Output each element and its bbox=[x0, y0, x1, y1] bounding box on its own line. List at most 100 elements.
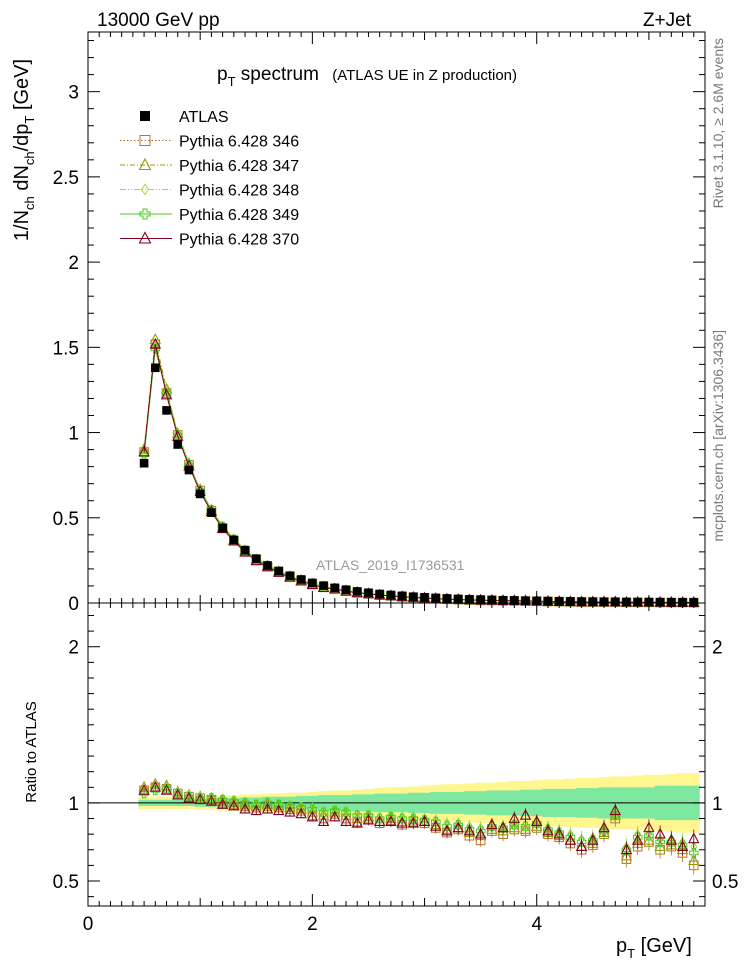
mc-point-ratio-4 bbox=[463, 824, 476, 836]
legend: ATLAS Pythia 6.428 346 Pythia 6.428 347 Pyt… bbox=[120, 109, 299, 249]
mc-point-ratio-4 bbox=[396, 816, 408, 828]
legend-label-5: Pythia 6.428 370 bbox=[179, 232, 299, 249]
legend-label-1: Pythia 6.428 346 bbox=[179, 134, 299, 151]
side-label-bottom: mcplots.cern.ch [arXiv:1306.3436] bbox=[710, 330, 726, 542]
mc-point-main-1 bbox=[149, 333, 162, 344]
mc-point-ratio-3 bbox=[599, 826, 609, 836]
y-tick-label: 1 bbox=[68, 424, 79, 445]
chart-subtitle: (ATLAS UE in Z production) bbox=[332, 67, 517, 84]
mc-point-ratio-3 bbox=[666, 837, 677, 847]
legend-marker-4 bbox=[139, 208, 151, 220]
data-point-main bbox=[195, 489, 205, 499]
mc-point-ratio-3 bbox=[363, 810, 374, 821]
data-point-main bbox=[151, 363, 160, 373]
mc-point-ratio-4 bbox=[373, 815, 386, 827]
mc-point-ratio-4 bbox=[250, 804, 262, 816]
data-point-main bbox=[431, 593, 441, 603]
data-point-main bbox=[173, 440, 183, 449]
ratio-y-tick-label-left: 1 bbox=[68, 794, 79, 815]
mc-point-ratio-3 bbox=[184, 791, 194, 802]
data-point-main bbox=[330, 583, 340, 593]
mc-point-ratio-3 bbox=[576, 837, 587, 847]
x-axis-label-sub: T bbox=[627, 946, 635, 961]
mc-point-ratio-4 bbox=[284, 805, 296, 817]
mc-point-ratio-4 bbox=[317, 815, 330, 827]
mc-point-ratio-4 bbox=[329, 810, 341, 822]
y-axis-label: 1/Nch dNch/dpT [GeV] bbox=[11, 59, 37, 241]
mc-point-ratio-3 bbox=[464, 824, 475, 835]
data-point-main bbox=[296, 575, 306, 584]
mc-point-ratio-4 bbox=[160, 783, 173, 795]
mc-point-ratio-3 bbox=[520, 821, 531, 832]
mc-point-ratio-3 bbox=[195, 793, 205, 804]
mc-point-ratio-4 bbox=[385, 815, 397, 827]
mc-point-ratio-4 bbox=[149, 780, 162, 792]
header-left: 13000 GeV pp bbox=[97, 10, 220, 31]
mc-point-ratio-3 bbox=[161, 784, 172, 794]
mc-point-ratio-4 bbox=[441, 824, 453, 836]
mc-point-ratio-3 bbox=[565, 832, 576, 843]
data-point-main bbox=[285, 571, 295, 581]
mc-point-ratio-3 bbox=[453, 819, 463, 830]
mc-point-ratio-3 bbox=[487, 821, 497, 832]
legend-label-4: Pythia 6.428 349 bbox=[179, 207, 299, 224]
mc-point-ratio-3 bbox=[531, 818, 542, 829]
data-point-main bbox=[139, 458, 149, 468]
legend-marker-2 bbox=[138, 157, 152, 171]
data-point-main bbox=[184, 465, 194, 475]
mc-point-ratio-3 bbox=[632, 832, 643, 843]
side-label-top: Rivet 3.1.10, ≥ 2.6M events bbox=[710, 38, 726, 208]
mc-point-ratio-4 bbox=[272, 804, 285, 816]
data-point-main bbox=[207, 508, 216, 517]
ratio-plot-panel: 0 2 4 0.5 0.5 1 1 2 2 bbox=[53, 602, 738, 935]
y-tick-label: 1.5 bbox=[53, 338, 79, 359]
mc-point-ratio-4 bbox=[194, 793, 206, 805]
legend-label-2: Pythia 6.428 347 bbox=[179, 158, 299, 175]
mc-point-ratio-4 bbox=[620, 843, 633, 855]
mc-point-ratio-4 bbox=[452, 821, 464, 833]
mc-point-ratio-4 bbox=[665, 833, 678, 845]
mc-point-ratio-4 bbox=[306, 810, 319, 822]
mc-point-ratio-1 bbox=[688, 854, 700, 866]
data-point-main bbox=[397, 591, 407, 601]
mc-point-ratio-3 bbox=[688, 848, 699, 858]
mc-point-ratio-3 bbox=[307, 804, 318, 814]
y-tick-label: 0 bbox=[68, 594, 79, 615]
data-point-main bbox=[308, 578, 317, 588]
mc-point-ratio-4 bbox=[486, 818, 498, 830]
data-point-main bbox=[251, 554, 261, 563]
mc-point-ratio-3 bbox=[374, 813, 385, 824]
mc-point-ratio-3 bbox=[397, 813, 407, 824]
mc-point-ratio-3 bbox=[318, 807, 329, 818]
mc-point-ratio-1 bbox=[497, 824, 509, 836]
mc-point-ratio-3 bbox=[442, 821, 452, 832]
data-point-main bbox=[162, 406, 171, 415]
mc-point-ratio-4 bbox=[631, 833, 644, 845]
mc-point-main-4 bbox=[149, 337, 162, 349]
mc-point-ratio-4 bbox=[407, 816, 420, 828]
mc-point-main-3 bbox=[161, 388, 172, 398]
mc-point-ratio-4 bbox=[575, 840, 588, 851]
mc-point-ratio-4 bbox=[340, 815, 352, 827]
chart-title-main: p bbox=[217, 64, 228, 85]
mc-point-ratio-3 bbox=[644, 830, 654, 841]
mc-point-ratio-4 bbox=[138, 783, 150, 795]
data-point-main bbox=[263, 561, 272, 570]
mc-point-ratio-4 bbox=[418, 815, 431, 827]
y-tick-label: 3 bbox=[68, 83, 79, 104]
mc-point-ratio-3 bbox=[229, 796, 239, 807]
mc-point-ratio-3 bbox=[150, 785, 161, 796]
mc-point-ratio-3 bbox=[217, 794, 228, 805]
y-tick-label: 2 bbox=[68, 253, 79, 274]
mc-point-ratio-3 bbox=[655, 837, 665, 847]
legend-marker-3 bbox=[140, 183, 150, 196]
ratio-y-axis-label: Ratio to ATLAS bbox=[23, 701, 40, 802]
mc-point-main-4 bbox=[160, 388, 173, 400]
mc-point-ratio-4 bbox=[564, 833, 577, 845]
mc-point-ratio-4 bbox=[508, 812, 521, 823]
ratio-y-tick-label-right: 0.5 bbox=[712, 872, 738, 893]
mc-point-ratio-4 bbox=[519, 808, 532, 820]
mc-point-ratio-4 bbox=[609, 804, 621, 816]
